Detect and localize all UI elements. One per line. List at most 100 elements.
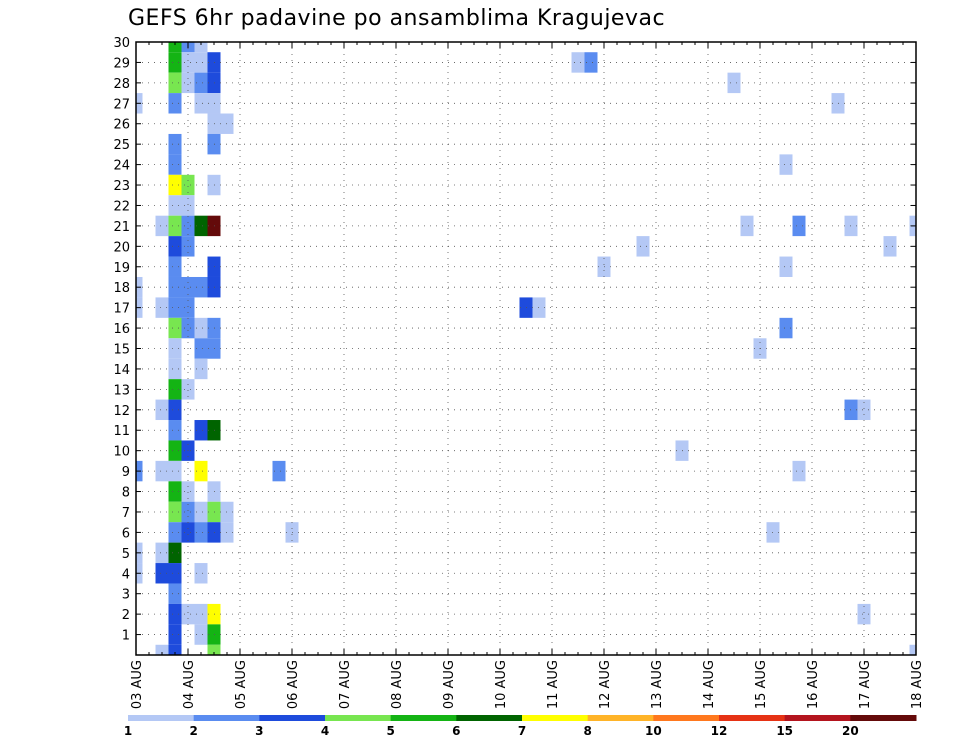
legend-swatch bbox=[522, 715, 589, 721]
data-cell bbox=[181, 72, 195, 94]
data-cell bbox=[168, 215, 182, 237]
data-cell bbox=[168, 440, 182, 461]
data-cell bbox=[194, 93, 208, 114]
y-tick-label: 13 bbox=[113, 383, 130, 398]
data-cell bbox=[857, 603, 871, 625]
data-cell bbox=[168, 276, 182, 298]
y-tick-label: 30 bbox=[113, 36, 130, 51]
data-cell bbox=[168, 624, 182, 645]
y-tick-label: 6 bbox=[122, 526, 130, 541]
legend-label: 2 bbox=[189, 724, 197, 738]
legend-label: 6 bbox=[452, 724, 460, 738]
data-cell bbox=[168, 542, 182, 564]
data-cell bbox=[584, 52, 598, 73]
y-tick-label: 25 bbox=[113, 138, 130, 153]
x-tick-label: 03 AUG bbox=[130, 660, 145, 709]
data-cell bbox=[181, 174, 195, 196]
data-cell bbox=[168, 583, 182, 604]
data-cell bbox=[168, 195, 182, 216]
legend-label: 15 bbox=[776, 724, 793, 738]
y-tick-label: 14 bbox=[113, 363, 130, 378]
data-cell bbox=[272, 460, 286, 482]
data-cell bbox=[168, 256, 182, 277]
x-tick-label: 15 AUG bbox=[754, 660, 769, 709]
data-cell bbox=[194, 420, 208, 441]
data-cell bbox=[181, 215, 195, 237]
y-tick-label: 20 bbox=[113, 240, 130, 255]
data-cell bbox=[181, 195, 195, 216]
x-tick-label: 11 AUG bbox=[546, 660, 561, 709]
data-cell bbox=[155, 644, 169, 655]
data-cell bbox=[207, 644, 221, 655]
data-cell bbox=[168, 52, 182, 73]
legend-swatch bbox=[456, 715, 523, 721]
y-tick-label: 2 bbox=[122, 608, 130, 623]
legend-label: 1 bbox=[124, 724, 132, 738]
y-tick-label: 3 bbox=[122, 588, 130, 603]
legend-label: 8 bbox=[583, 724, 591, 738]
data-cell bbox=[168, 563, 182, 584]
data-cell bbox=[168, 93, 182, 114]
data-cell bbox=[155, 297, 169, 318]
y-tick-label: 4 bbox=[122, 567, 130, 582]
data-cell bbox=[168, 644, 182, 655]
data-cell bbox=[194, 317, 208, 339]
data-cell bbox=[155, 215, 169, 237]
y-tick-label: 11 bbox=[113, 424, 130, 439]
x-tick-label: 16 AUG bbox=[806, 660, 821, 709]
data-cell bbox=[194, 72, 208, 94]
legend-swatch bbox=[587, 715, 654, 721]
y-tick-label: 8 bbox=[122, 486, 130, 501]
data-cell bbox=[194, 338, 208, 359]
data-cell bbox=[168, 481, 182, 502]
x-tick-label: 09 AUG bbox=[442, 660, 457, 709]
y-tick-label: 22 bbox=[113, 199, 130, 214]
data-cell bbox=[168, 522, 182, 543]
data-cell bbox=[194, 501, 208, 523]
data-cell bbox=[792, 460, 806, 482]
chart-title: GEFS 6hr padavine po ansamblima Kragujev… bbox=[128, 6, 666, 31]
y-tick-label: 5 bbox=[122, 547, 130, 562]
data-cell bbox=[181, 501, 195, 523]
x-tick-label: 12 AUG bbox=[598, 660, 613, 709]
data-cell bbox=[168, 317, 182, 339]
data-cell bbox=[155, 563, 169, 584]
data-cell bbox=[194, 52, 208, 73]
x-tick-label: 05 AUG bbox=[234, 660, 249, 709]
data-cell bbox=[168, 358, 182, 380]
legend-label: 12 bbox=[711, 724, 728, 738]
data-cell bbox=[168, 42, 182, 53]
legend-label: 20 bbox=[842, 724, 859, 738]
data-cell bbox=[194, 42, 208, 53]
data-cell bbox=[194, 603, 208, 625]
legend-swatch bbox=[719, 715, 786, 721]
y-tick-label: 21 bbox=[113, 220, 130, 235]
x-tick-label: 06 AUG bbox=[286, 660, 301, 709]
data-cell bbox=[168, 297, 182, 318]
data-cell bbox=[181, 603, 195, 625]
data-cell bbox=[168, 399, 182, 421]
data-cell bbox=[168, 603, 182, 625]
y-tick-label: 17 bbox=[113, 302, 130, 317]
x-tick-label: 07 AUG bbox=[338, 660, 353, 709]
legend-swatch bbox=[653, 715, 720, 721]
data-cell bbox=[155, 542, 169, 564]
x-tick-label: 17 AUG bbox=[858, 660, 873, 709]
data-cell bbox=[194, 563, 208, 584]
legend-label: 5 bbox=[386, 724, 394, 738]
x-tick-label: 18 AUG bbox=[910, 660, 925, 709]
data-cell bbox=[909, 644, 916, 655]
data-cell bbox=[194, 624, 208, 645]
data-cell bbox=[168, 501, 182, 523]
legend-swatch bbox=[325, 715, 392, 721]
data-cell bbox=[792, 215, 806, 237]
data-cell bbox=[181, 317, 195, 339]
data-cell bbox=[181, 297, 195, 318]
y-tick-label: 9 bbox=[122, 465, 130, 480]
data-cell bbox=[740, 215, 754, 237]
y-tick-label: 18 bbox=[113, 281, 130, 296]
data-cell bbox=[571, 52, 585, 73]
data-cell bbox=[168, 338, 182, 359]
data-cell bbox=[883, 236, 897, 257]
data-cell bbox=[194, 358, 208, 380]
